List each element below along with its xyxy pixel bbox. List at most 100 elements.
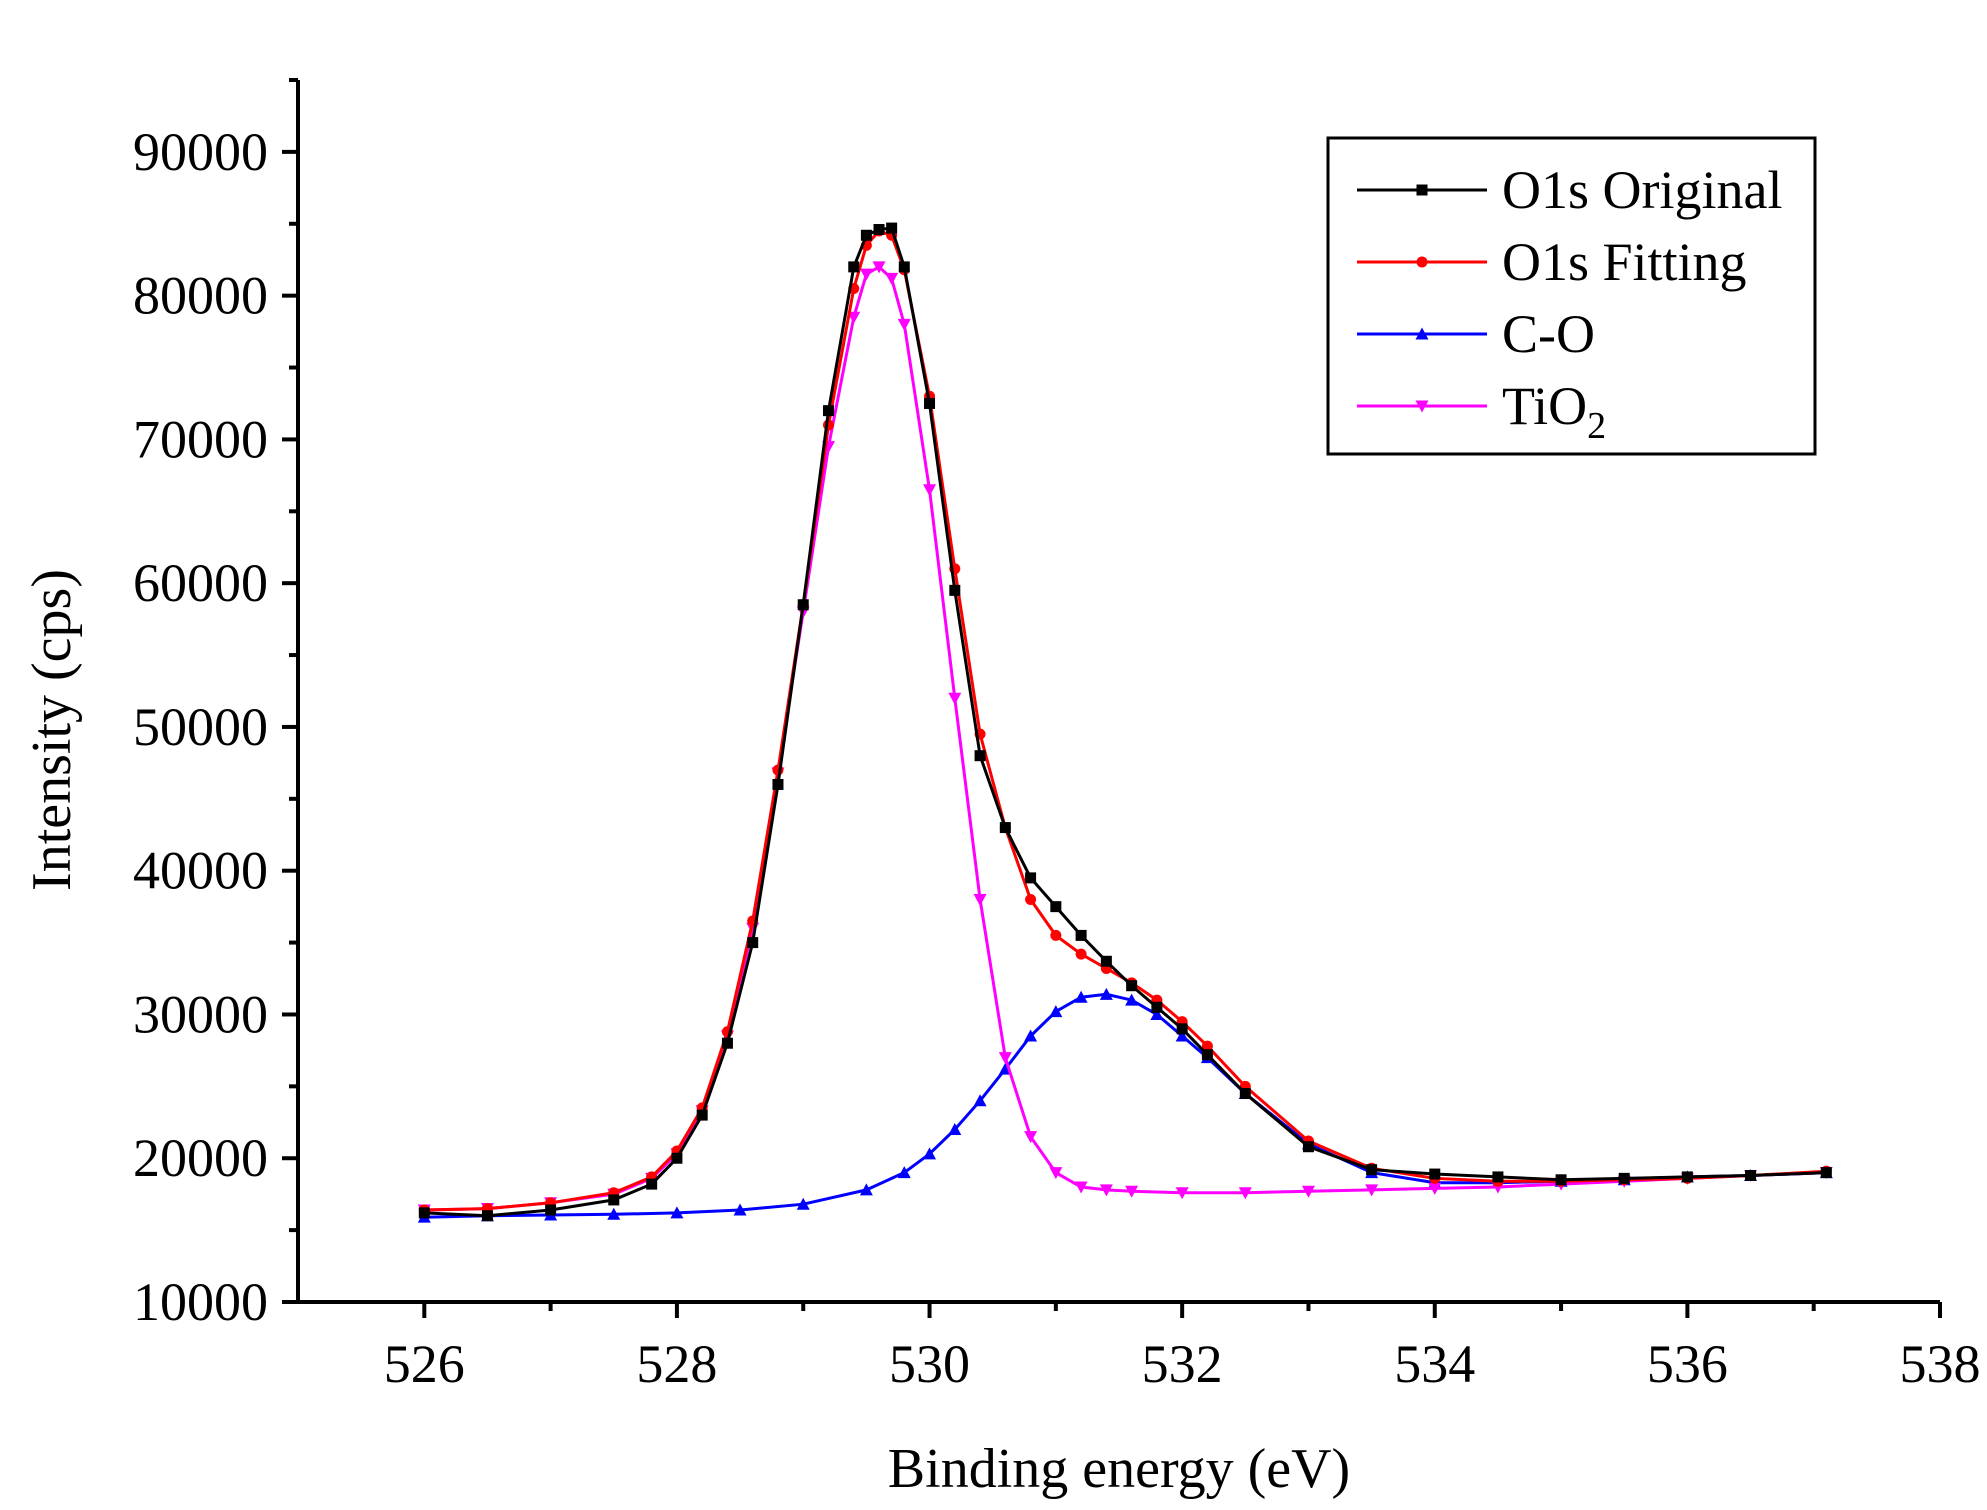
- data-point-c-o: [1074, 990, 1088, 1003]
- x-tick-label: 528: [636, 1334, 717, 1394]
- data-point-tio2: [847, 311, 861, 324]
- y-axis-title: Intensity (cps): [21, 569, 83, 891]
- y-tick-label: 50000: [133, 697, 268, 757]
- x-tick-label: 534: [1394, 1334, 1475, 1394]
- data-point-o1s-fitting: [1050, 929, 1062, 941]
- x-tick-label: 526: [384, 1334, 465, 1394]
- data-point-o1s-original: [886, 222, 898, 234]
- data-point-o1s-original: [418, 1207, 430, 1219]
- data-point-o1s-original: [1492, 1171, 1504, 1183]
- legend-marker-o1s-original: [1416, 184, 1428, 196]
- series-layer: [417, 222, 1833, 1223]
- data-point-tio2: [872, 261, 886, 274]
- data-point-c-o: [859, 1183, 873, 1196]
- legend-label-main: C-O: [1502, 304, 1595, 364]
- data-point-tio2: [1074, 1181, 1088, 1194]
- data-point-tio2: [998, 1052, 1012, 1065]
- data-point-o1s-original: [999, 822, 1011, 834]
- data-point-o1s-fitting: [1025, 893, 1037, 905]
- data-point-o1s-original: [721, 1037, 733, 1049]
- data-point-tio2: [923, 484, 937, 497]
- y-tick-label: 70000: [133, 409, 268, 469]
- data-point-o1s-original: [822, 405, 834, 417]
- data-point-o1s-original: [860, 229, 872, 241]
- data-point-c-o: [796, 1197, 810, 1210]
- data-point-o1s-original: [1429, 1168, 1441, 1180]
- data-point-c-o: [1049, 1005, 1063, 1018]
- data-point-o1s-original: [1025, 872, 1037, 884]
- y-tick-label: 80000: [133, 266, 268, 326]
- data-point-c-o: [973, 1094, 987, 1107]
- x-tick-label: 536: [1647, 1334, 1728, 1394]
- data-point-o1s-original: [1176, 1023, 1188, 1035]
- legend-label-o1s-fitting: O1s Fitting: [1502, 232, 1747, 292]
- data-point-tio2: [1024, 1131, 1038, 1144]
- data-point-o1s-original: [545, 1204, 557, 1216]
- data-point-tio2: [1428, 1182, 1442, 1195]
- data-point-o1s-original: [1201, 1049, 1213, 1061]
- y-tick-label: 10000: [133, 1272, 268, 1332]
- data-point-c-o: [1125, 993, 1139, 1006]
- data-point-o1s-original: [772, 778, 784, 790]
- data-point-tio2: [1125, 1185, 1139, 1198]
- data-point-c-o: [1150, 1007, 1164, 1020]
- legend-marker-c-o: [1415, 327, 1429, 340]
- data-point-o1s-original: [1100, 955, 1112, 967]
- data-point-c-o: [948, 1122, 962, 1135]
- data-point-c-o: [923, 1147, 937, 1160]
- data-point-tio2: [859, 268, 873, 281]
- data-point-o1s-original: [671, 1152, 683, 1164]
- data-point-o1s-original: [1681, 1171, 1693, 1183]
- data-point-tio2: [1301, 1185, 1315, 1198]
- data-point-c-o: [1175, 1029, 1189, 1042]
- legend-label-o1s-original: O1s Original: [1502, 160, 1782, 220]
- data-point-o1s-original: [848, 261, 860, 273]
- legend-marker-tio2: [1415, 400, 1429, 413]
- data-point-o1s-original: [1555, 1174, 1567, 1186]
- legend-label-subscript: 2: [1587, 405, 1606, 447]
- data-point-o1s-original: [898, 261, 910, 273]
- data-point-o1s-original: [1050, 901, 1062, 913]
- data-point-o1s-original: [1151, 1001, 1163, 1013]
- data-point-o1s-original: [747, 937, 759, 949]
- series-o1s-original: [418, 222, 1832, 1222]
- data-point-tio2: [1238, 1187, 1252, 1200]
- data-point-tio2: [897, 318, 911, 331]
- data-point-o1s-original: [797, 599, 809, 611]
- data-point-o1s-original: [481, 1210, 493, 1222]
- data-point-o1s-original: [974, 750, 986, 762]
- y-tick-label: 20000: [133, 1128, 268, 1188]
- data-point-o1s-fitting: [1075, 948, 1087, 960]
- data-point-o1s-original: [873, 224, 885, 236]
- data-point-o1s-original: [646, 1178, 658, 1190]
- x-axis-title: Binding energy (eV): [888, 1438, 1350, 1500]
- x-tick-label: 538: [1900, 1334, 1981, 1394]
- legend-label-main: O1s Original: [1502, 160, 1782, 220]
- data-point-o1s-original: [949, 584, 961, 596]
- y-tick-label: 40000: [133, 841, 268, 901]
- data-point-tio2: [1365, 1184, 1379, 1197]
- axes: [296, 80, 1940, 1304]
- x-tick-label: 530: [889, 1334, 970, 1394]
- data-point-o1s-original: [1618, 1172, 1630, 1184]
- data-point-c-o: [670, 1206, 684, 1219]
- x-tick-label: 532: [1142, 1334, 1223, 1394]
- data-point-tio2: [973, 893, 987, 906]
- data-point-c-o: [733, 1203, 747, 1216]
- data-point-o1s-original: [924, 397, 936, 409]
- legend-label-tio2: TiO2: [1502, 376, 1606, 447]
- data-point-tio2: [1175, 1187, 1189, 1200]
- data-point-tio2: [1049, 1167, 1063, 1180]
- data-point-o1s-fitting: [1201, 1040, 1213, 1052]
- data-point-c-o: [897, 1166, 911, 1179]
- data-point-o1s-original: [1075, 929, 1087, 941]
- data-point-c-o: [1099, 987, 1113, 1000]
- data-point-o1s-original: [1745, 1169, 1757, 1181]
- legend-label-main: TiO: [1502, 376, 1587, 436]
- legend: O1s Original O1s Fitting C-O TiO2: [1326, 136, 1817, 456]
- data-point-o1s-original: [1239, 1088, 1251, 1100]
- data-point-o1s-original: [696, 1109, 708, 1121]
- legend-label-main: O1s Fitting: [1502, 232, 1747, 292]
- data-point-tio2: [885, 272, 899, 285]
- data-point-o1s-original: [1126, 980, 1138, 992]
